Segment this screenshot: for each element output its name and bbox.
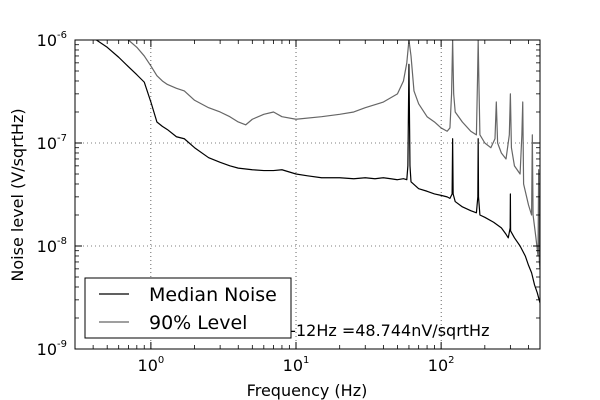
series-layer xyxy=(95,40,540,304)
series-line-median-noise xyxy=(95,40,540,304)
legend-label-median: Median Noise xyxy=(149,284,277,306)
legend-box xyxy=(84,277,292,339)
legend: Median Noise 90% Level xyxy=(84,277,292,339)
series-line-90-percent xyxy=(126,40,540,269)
legend-label-90pct: 90% Level xyxy=(149,312,247,334)
ticks-layer xyxy=(74,39,540,350)
plot-frame xyxy=(74,39,541,350)
x-tick-labels: 100 101 102 xyxy=(138,355,455,375)
y-tick-labels: 10-9 10-8 10-7 10-6 xyxy=(37,30,67,359)
y-tick-label: 10-7 xyxy=(37,133,67,153)
annotation-text: 3-12Hz =48.744nV/sqrtHz xyxy=(280,321,489,340)
y-tick-label: 10-8 xyxy=(37,236,67,256)
grid-layer xyxy=(75,40,540,349)
x-tick-label: 102 xyxy=(428,355,455,375)
y-tick-label: 10-9 xyxy=(37,339,67,359)
y-axis-label: Noise level (V/sqrtHz) xyxy=(8,108,27,281)
x-tick-label: 100 xyxy=(138,355,165,375)
x-axis-label: Frequency (Hz) xyxy=(247,381,368,400)
x-tick-label: 101 xyxy=(283,355,310,375)
y-tick-label: 10-6 xyxy=(37,30,67,50)
